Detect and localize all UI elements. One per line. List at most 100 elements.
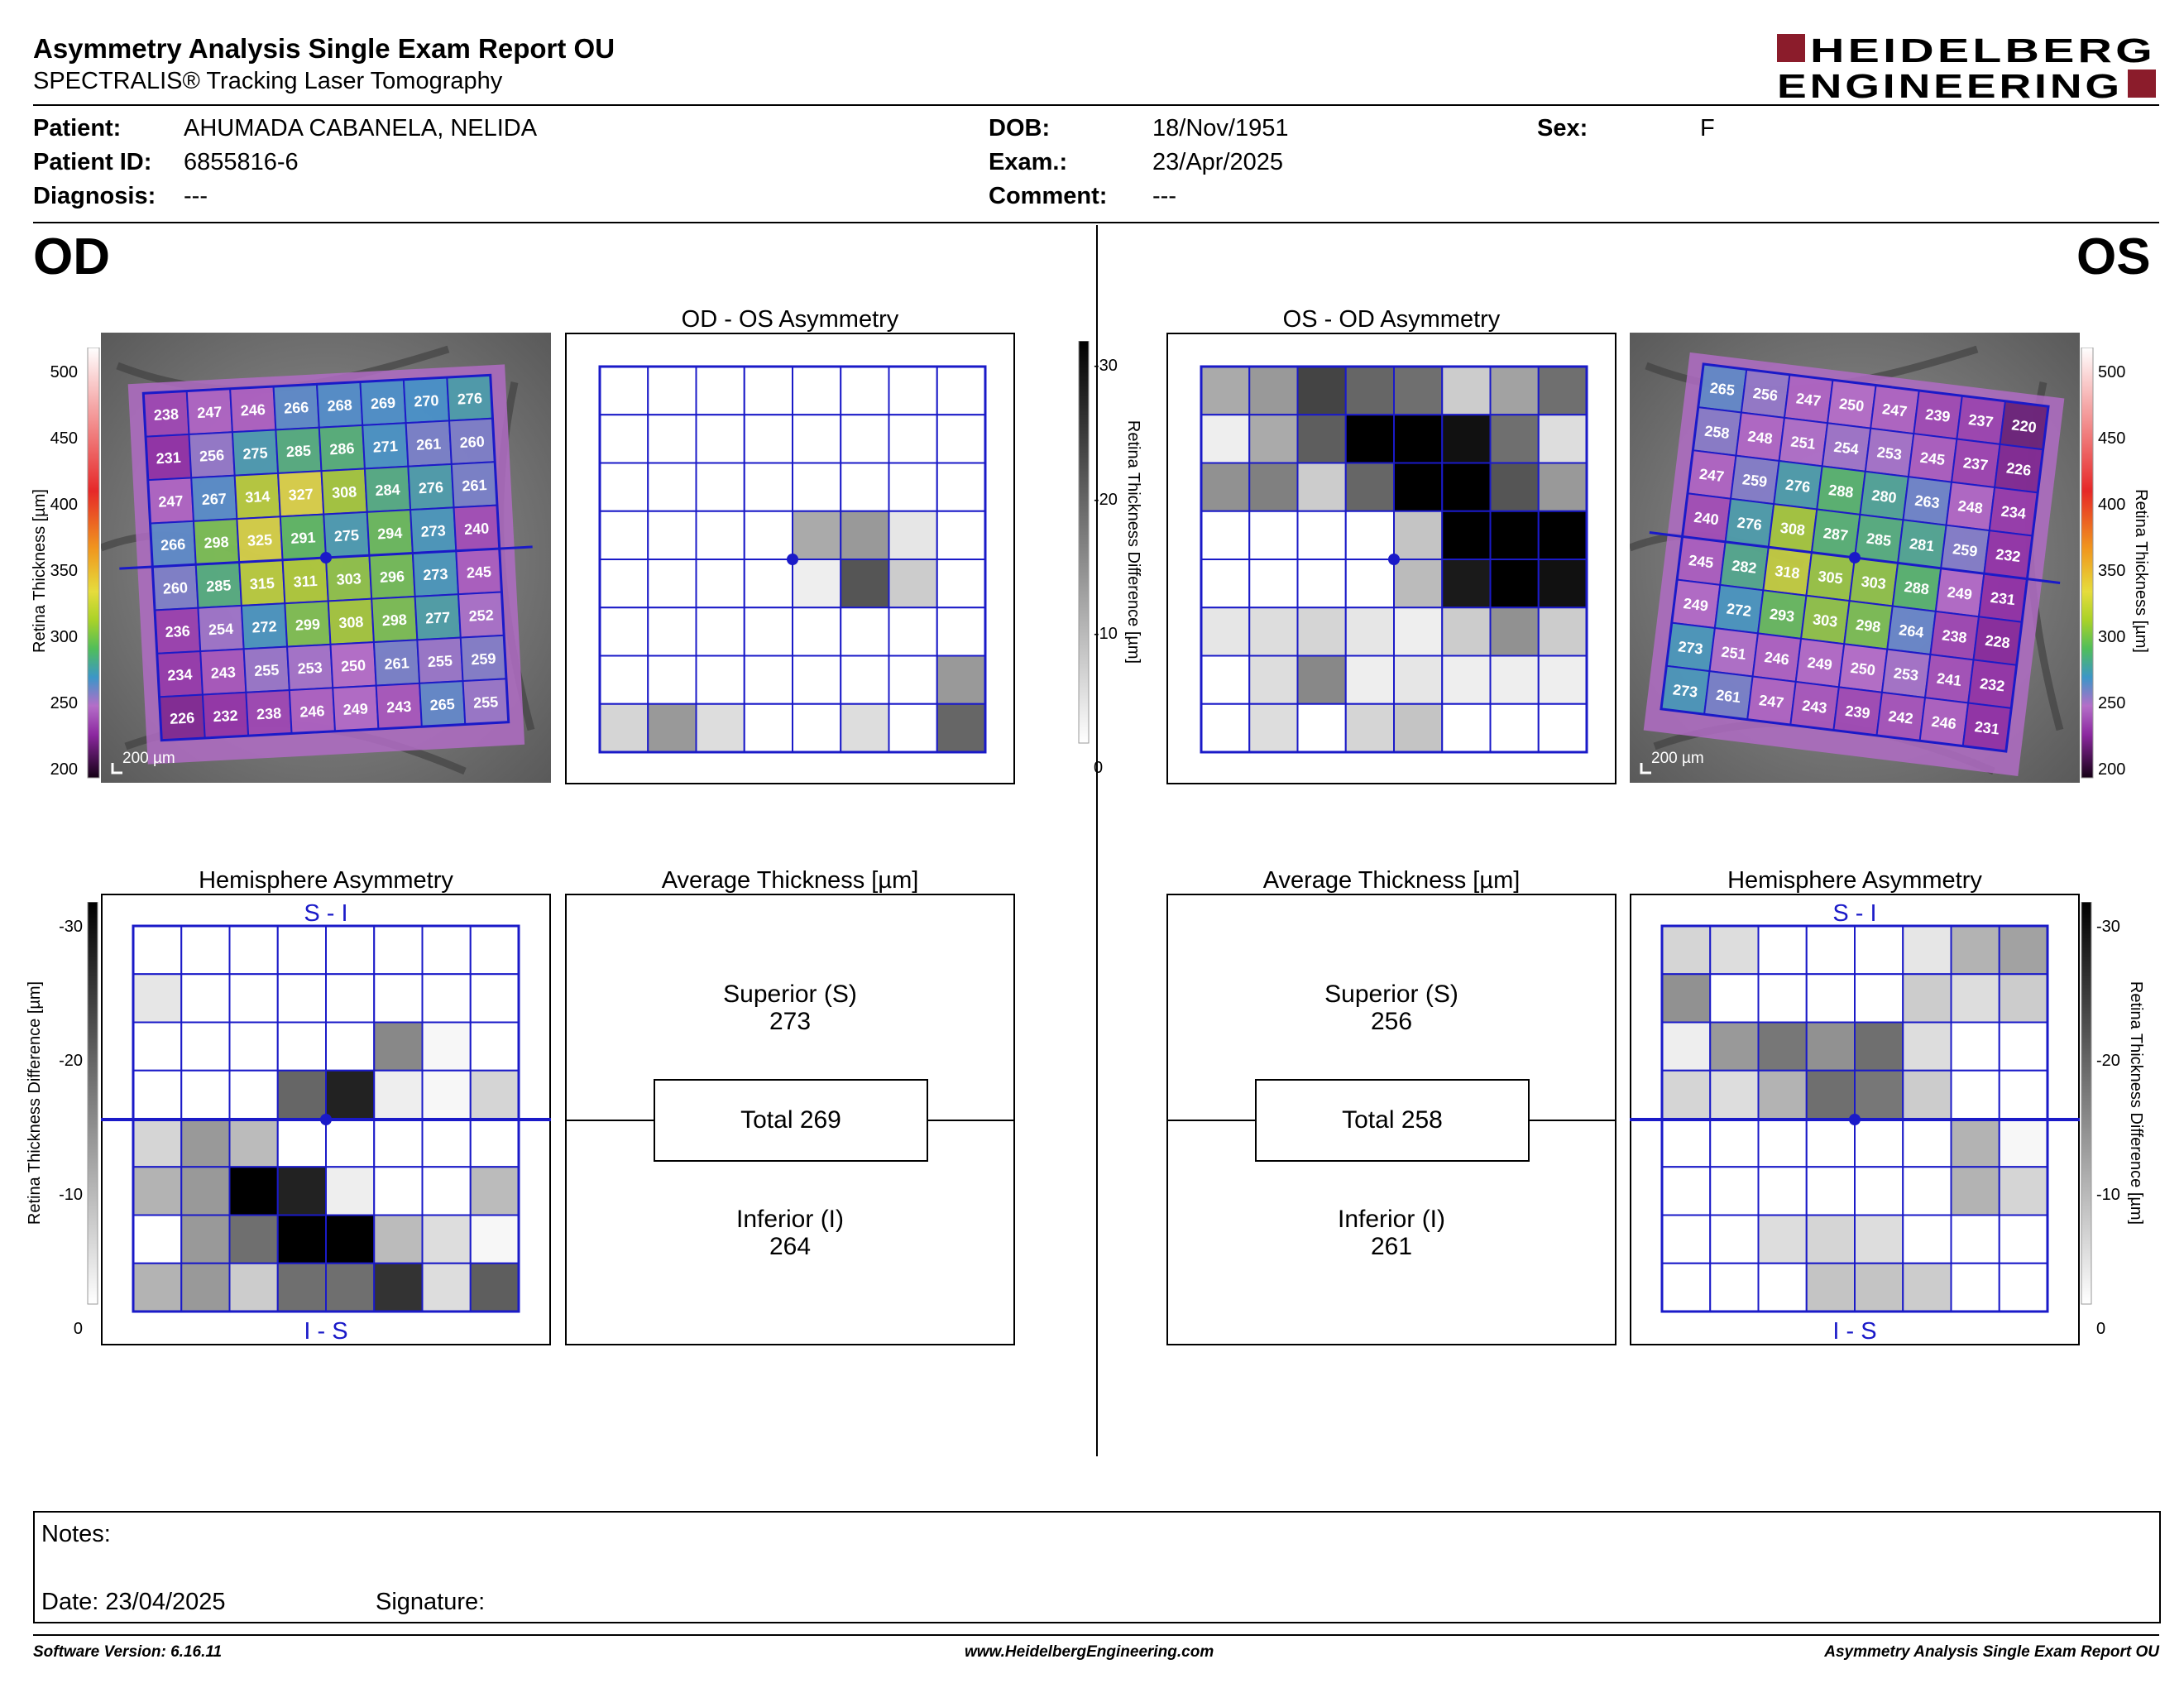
od-cell-value: 311 — [293, 573, 318, 590]
od-hemisphere-grid: S - I I - S — [101, 894, 551, 1350]
os-asym-cell — [1441, 414, 1492, 464]
os-hemi-cell — [1805, 1214, 1856, 1264]
od-hemi-cell — [421, 973, 472, 1024]
od-hemi-scale-tick: -20 — [59, 1052, 83, 1070]
od-thick-scale-tick: 300 — [50, 628, 78, 646]
od-asym-cell — [599, 510, 649, 560]
os-asym-cell — [1489, 414, 1540, 464]
os-asym-cell — [1441, 655, 1492, 705]
od-hemi-cell — [325, 1214, 376, 1264]
os-hemi-cell — [1709, 1021, 1760, 1072]
os-hemi-cell — [1661, 1069, 1712, 1120]
od-asym-cell — [599, 655, 649, 705]
os-thick-scale-tick: 400 — [2098, 496, 2125, 514]
os-cell-value: 303 — [1812, 611, 1838, 631]
od-asym-cell — [936, 414, 986, 464]
od-hemi-cell — [276, 1214, 327, 1264]
os-hemi-fovea-dot — [1849, 1114, 1861, 1125]
os-cell-value: 245 — [1919, 449, 1946, 469]
patient-label: Patient: — [33, 115, 122, 141]
od-asym-cell — [743, 462, 793, 512]
od-cell-value: 254 — [208, 621, 234, 639]
os-cell-value: 231 — [1974, 718, 2000, 738]
os-hemi-cell — [1757, 1166, 1808, 1216]
od-asym-cell — [743, 703, 793, 753]
od-hemi-cell — [373, 1069, 424, 1120]
sex-value: F — [1700, 115, 1715, 141]
od-asym-cell — [599, 559, 649, 609]
os-hemi-scale-bar — [2081, 901, 2092, 1305]
od-asym-cell — [792, 703, 842, 753]
os-asym-cell — [1441, 510, 1492, 560]
os-asym-cell — [1296, 607, 1347, 657]
os-cell-value: 232 — [1979, 675, 2005, 695]
os-cell-value: 232 — [1995, 546, 2021, 566]
od-cell-value: 275 — [333, 527, 359, 545]
os-thick-scale-tick: 250 — [2098, 694, 2125, 712]
os-asym-cell — [1200, 414, 1251, 464]
od-cell-value: 327 — [288, 486, 314, 504]
os-hemi-cell — [1854, 1262, 1904, 1312]
os-asym-cell — [1393, 366, 1444, 416]
os-cell-value: 249 — [1947, 583, 1973, 603]
os-asym-cell — [1537, 462, 1588, 512]
od-hemi-cell — [276, 1021, 327, 1072]
od-cell-value: 243 — [210, 664, 236, 682]
od-hemi-cell — [421, 1021, 472, 1072]
os-hemi-cell — [1854, 973, 1904, 1024]
od-cell-value: 272 — [251, 618, 277, 636]
od-cell-value: 267 — [201, 490, 227, 508]
os-hemi-cell — [1805, 1021, 1856, 1072]
od-cell-value: 261 — [462, 477, 487, 495]
os-asym-cell — [1489, 462, 1540, 512]
center-scale-label: Retina Thickness Difference [µm] — [1124, 420, 1142, 664]
os-cell-value: 251 — [1790, 433, 1817, 453]
od-asym-cell — [743, 414, 793, 464]
od-cell-value: 303 — [336, 570, 362, 588]
od-hemi-cell — [180, 1069, 231, 1120]
heidelberg-logo: HEIDELBERG ENGINEERING — [1777, 31, 2156, 101]
od-asym-cell — [743, 510, 793, 560]
comment-value: --- — [1152, 183, 1176, 209]
od-thickness-color-scale: 500 450 400 350 300 250 200 Retina Thickness [µ… — [25, 347, 101, 790]
os-cell-value: 237 — [1962, 454, 1989, 474]
os-label: OS — [2076, 228, 2151, 285]
od-inferior-value: 264 — [769, 1233, 812, 1260]
od-cell-value: 232 — [213, 707, 238, 726]
od-hemi-cell — [276, 973, 327, 1024]
os-cell-value: 251 — [1720, 644, 1746, 664]
od-hemi-cell — [421, 1214, 472, 1264]
svg-text:HEIDELBERG: HEIDELBERG — [1810, 31, 2156, 70]
os-cell-value: 228 — [1985, 632, 2011, 652]
os-hemi-cell — [1661, 1021, 1712, 1072]
signature-label: Signature: — [376, 1589, 486, 1615]
os-hemi-cell — [1950, 1262, 2000, 1312]
patient-name: AHUMADA CABANELA, NELIDA — [184, 115, 538, 141]
od-cell-value: 245 — [466, 563, 491, 582]
os-asym-cell — [1200, 655, 1251, 705]
os-fovea-dot — [1849, 552, 1861, 563]
od-cell-value: 294 — [377, 525, 403, 543]
patient-id-label: Patient ID: — [33, 149, 152, 175]
od-total-box: Total 269 — [654, 1079, 928, 1162]
od-hemi-cell — [180, 1262, 231, 1312]
os-cell-value: 276 — [1784, 476, 1811, 496]
os-cell-value: 253 — [1893, 664, 1919, 684]
os-asym-cell — [1537, 607, 1588, 657]
os-cell-value: 254 — [1833, 439, 1860, 458]
os-cell-value: 237 — [1967, 411, 1994, 431]
os-hemi-cell — [1902, 1166, 1952, 1216]
od-asym-cell — [936, 559, 986, 609]
os-hemi-cell — [1805, 973, 1856, 1024]
od-superior-label: Superior (S) — [723, 981, 857, 1008]
od-asym-cell — [936, 607, 986, 657]
od-hemi-cell — [276, 1118, 327, 1168]
os-asym-cell — [1248, 510, 1299, 560]
os-hemisphere-gray-scale: -30 -20 -10 0 Retina Thickness Difference [µ… — [2078, 901, 2153, 1353]
od-cell-value: 261 — [416, 435, 442, 453]
os-asym-border — [1200, 365, 1588, 754]
os-asym-cell — [1537, 510, 1588, 560]
os-cell-value: 259 — [1952, 540, 1978, 560]
os-hemisphere-title: Hemisphere Asymmetry — [1727, 867, 1982, 894]
os-superior-label: Superior (S) — [1324, 981, 1458, 1008]
